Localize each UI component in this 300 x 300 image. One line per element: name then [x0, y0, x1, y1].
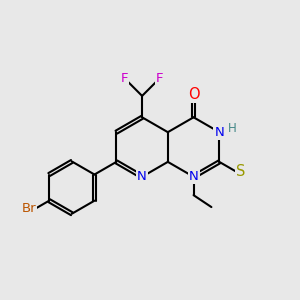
Text: N: N: [137, 170, 147, 183]
Text: H: H: [228, 122, 237, 135]
Text: S: S: [236, 164, 245, 179]
Text: F: F: [121, 72, 128, 85]
Text: F: F: [156, 72, 164, 85]
Text: O: O: [188, 87, 200, 102]
Text: N: N: [214, 126, 224, 139]
Text: Br: Br: [22, 202, 36, 215]
Text: N: N: [189, 170, 198, 183]
